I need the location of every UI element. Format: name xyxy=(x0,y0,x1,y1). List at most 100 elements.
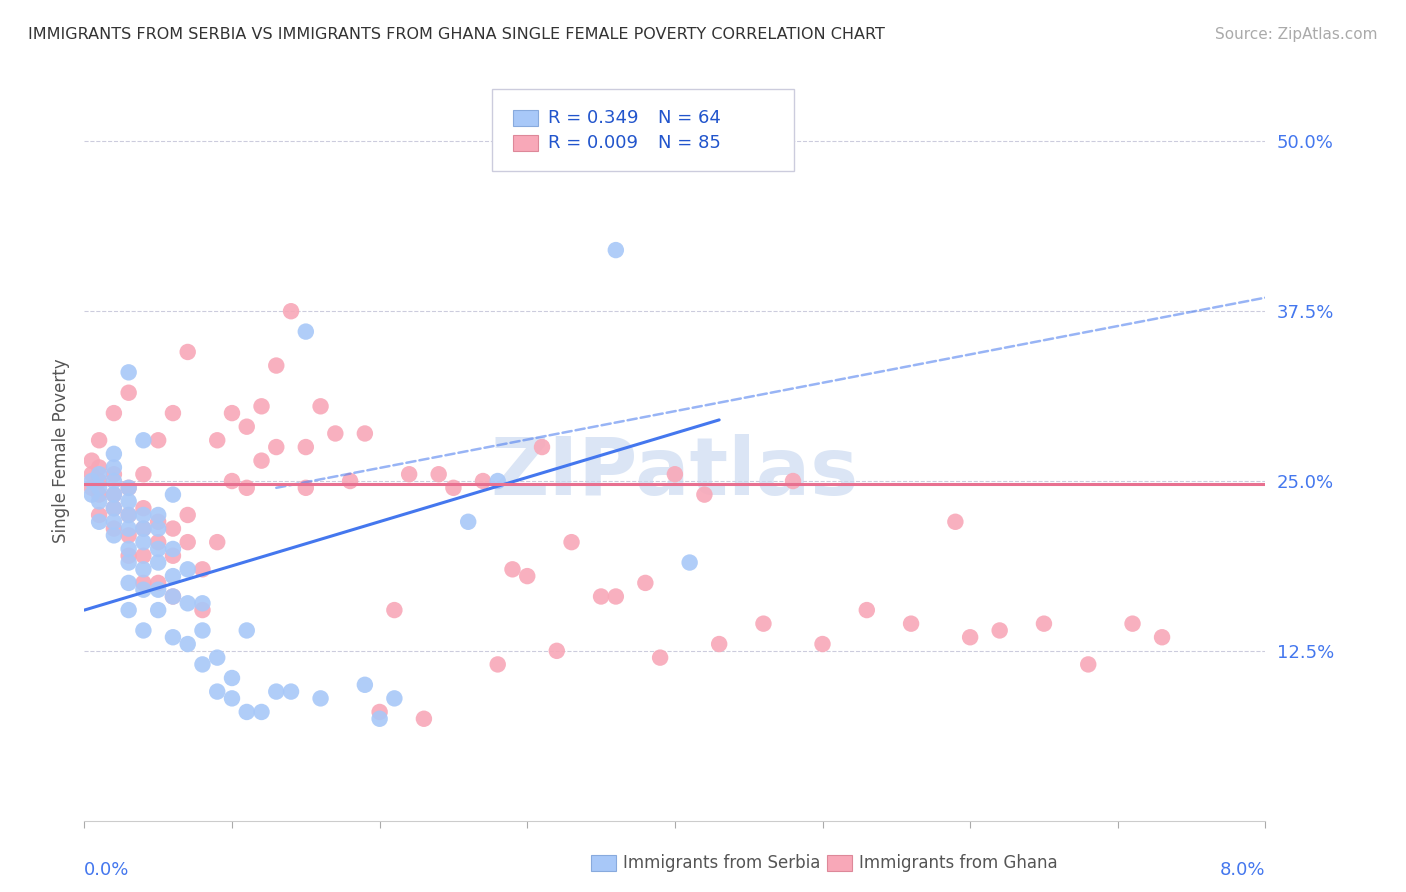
Point xyxy=(162,541,184,556)
Point xyxy=(118,575,141,590)
Point xyxy=(752,616,775,631)
Point xyxy=(384,603,406,617)
Point xyxy=(132,508,155,522)
Text: 8.0%: 8.0% xyxy=(1220,862,1265,880)
Text: 0.0%: 0.0% xyxy=(84,862,129,880)
Point xyxy=(591,590,613,604)
Point xyxy=(339,474,361,488)
Point xyxy=(782,474,804,488)
Point xyxy=(103,406,125,420)
Point xyxy=(87,515,111,529)
Point xyxy=(103,515,125,529)
Point xyxy=(118,481,141,495)
Point xyxy=(516,569,538,583)
Point xyxy=(221,474,243,488)
Text: Immigrants from Ghana: Immigrants from Ghana xyxy=(859,854,1057,871)
Point xyxy=(132,522,155,536)
Point xyxy=(103,522,125,536)
Point xyxy=(191,624,214,638)
Point xyxy=(132,624,155,638)
Point xyxy=(546,644,568,658)
Point xyxy=(945,515,967,529)
Point xyxy=(87,467,111,482)
Point xyxy=(118,508,141,522)
Point xyxy=(132,562,155,576)
Point xyxy=(264,359,288,373)
Point xyxy=(368,705,391,719)
Point xyxy=(605,243,627,257)
Point xyxy=(87,487,111,501)
Point xyxy=(177,637,200,651)
Point xyxy=(207,684,229,698)
Text: N = 64: N = 64 xyxy=(658,109,721,127)
Point xyxy=(177,508,200,522)
Point xyxy=(103,501,125,516)
Point xyxy=(132,501,155,516)
Point xyxy=(486,474,509,488)
Point xyxy=(502,562,524,576)
Point xyxy=(235,481,259,495)
Point xyxy=(148,508,170,522)
Point xyxy=(87,494,111,508)
Point xyxy=(235,705,259,719)
Point xyxy=(191,603,214,617)
Point xyxy=(87,481,111,495)
Point xyxy=(162,549,184,563)
Point xyxy=(191,562,214,576)
Point xyxy=(235,419,259,434)
Point xyxy=(191,657,214,672)
Point xyxy=(413,712,436,726)
Point xyxy=(177,596,200,610)
Point xyxy=(118,556,141,570)
Point xyxy=(162,630,184,644)
Point xyxy=(148,541,170,556)
Text: R = 0.349: R = 0.349 xyxy=(548,109,638,127)
Point xyxy=(309,691,332,706)
Point xyxy=(148,575,170,590)
Point xyxy=(118,603,141,617)
Point xyxy=(427,467,450,482)
Point xyxy=(118,481,141,495)
Point xyxy=(80,487,103,501)
Point xyxy=(80,467,103,482)
Point xyxy=(855,603,877,617)
Point xyxy=(118,528,141,542)
Point xyxy=(207,650,229,665)
Point xyxy=(693,487,716,501)
Y-axis label: Single Female Poverty: Single Female Poverty xyxy=(52,359,70,542)
Point xyxy=(132,522,155,536)
Point xyxy=(959,630,981,644)
Point xyxy=(80,481,103,495)
Point xyxy=(295,481,318,495)
Point xyxy=(221,406,243,420)
Point xyxy=(148,582,170,597)
Point xyxy=(103,487,125,501)
Point xyxy=(191,596,214,610)
Text: Immigrants from Serbia: Immigrants from Serbia xyxy=(623,854,820,871)
Point xyxy=(1077,657,1099,672)
Point xyxy=(368,712,391,726)
Text: Source: ZipAtlas.com: Source: ZipAtlas.com xyxy=(1215,27,1378,42)
Point xyxy=(87,434,111,448)
Point xyxy=(1122,616,1144,631)
Point xyxy=(280,684,302,698)
Point xyxy=(664,467,686,482)
Point xyxy=(103,528,125,542)
Text: N = 85: N = 85 xyxy=(658,134,721,152)
Point xyxy=(103,474,125,488)
Point xyxy=(1033,616,1056,631)
Point xyxy=(221,691,243,706)
Point xyxy=(1150,630,1173,644)
Point xyxy=(103,501,125,516)
Point xyxy=(162,487,184,501)
Point xyxy=(354,426,377,441)
Point xyxy=(605,590,627,604)
Text: IMMIGRANTS FROM SERBIA VS IMMIGRANTS FROM GHANA SINGLE FEMALE POVERTY CORRELATIO: IMMIGRANTS FROM SERBIA VS IMMIGRANTS FRO… xyxy=(28,27,884,42)
Point xyxy=(472,474,495,488)
Point xyxy=(679,556,702,570)
Point xyxy=(148,434,170,448)
Point xyxy=(118,508,141,522)
Point xyxy=(443,481,465,495)
Point xyxy=(325,426,347,441)
Point xyxy=(103,447,125,461)
